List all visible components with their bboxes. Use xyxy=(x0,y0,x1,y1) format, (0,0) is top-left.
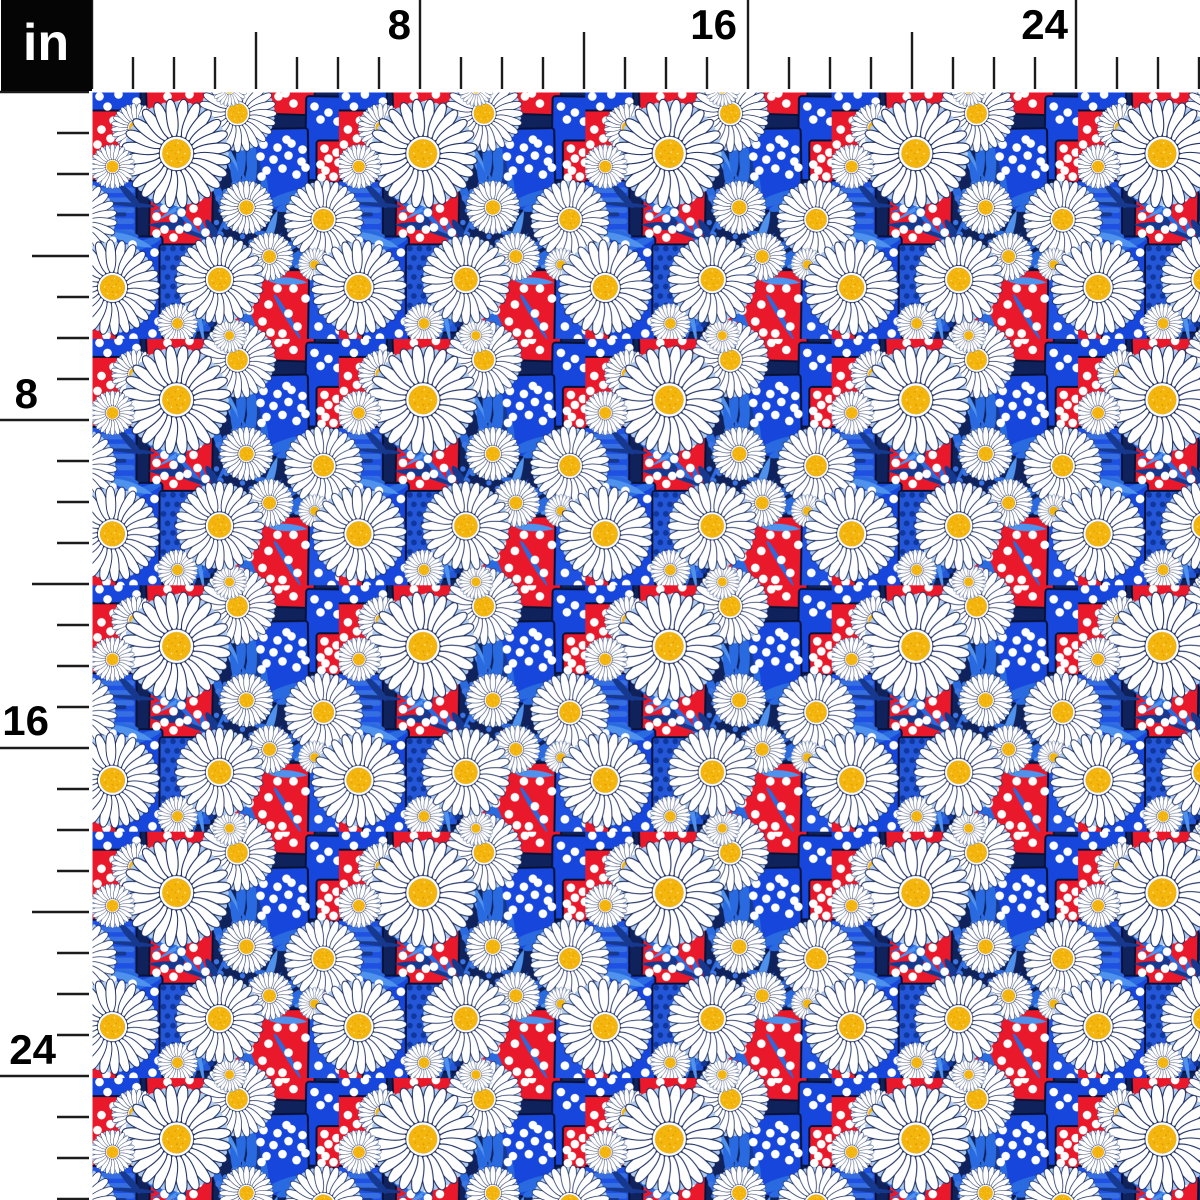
svg-text:8: 8 xyxy=(15,370,38,417)
svg-text:in: in xyxy=(23,14,69,72)
svg-text:16: 16 xyxy=(2,697,49,744)
svg-text:24: 24 xyxy=(1021,1,1068,48)
svg-text:16: 16 xyxy=(690,1,737,48)
svg-text:24: 24 xyxy=(9,1026,56,1073)
svg-text:8: 8 xyxy=(388,1,411,48)
